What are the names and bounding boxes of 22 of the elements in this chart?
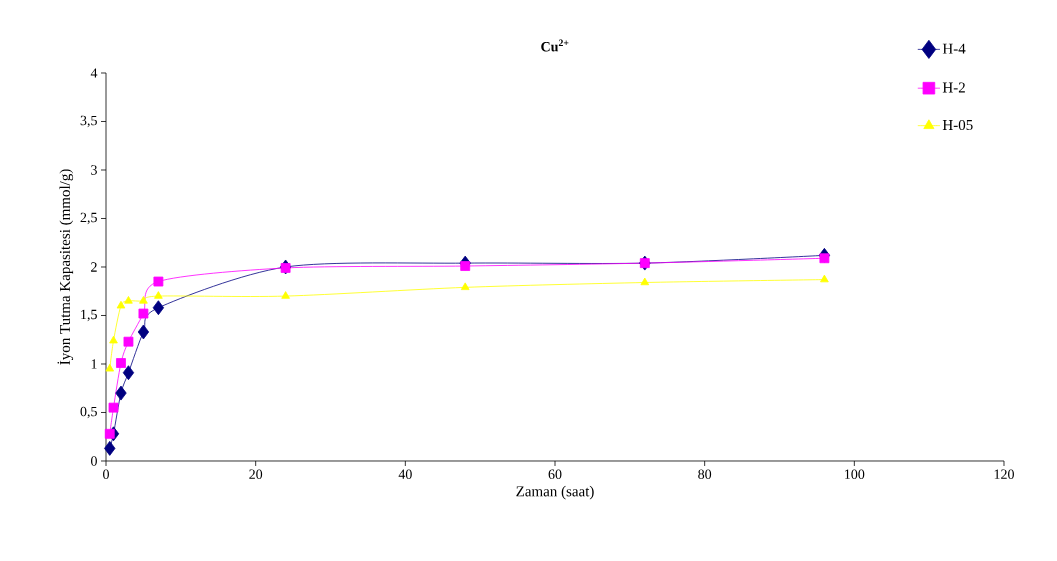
legend-label: H-2 (942, 82, 965, 93)
x-tick-label: 60 (548, 469, 562, 479)
y-tick-label: 3,5 (80, 115, 97, 128)
y-tick-label: 3 (91, 165, 97, 175)
y-tick-label: 1,5 (81, 309, 97, 322)
x-tick-label: 0 (103, 469, 109, 479)
y-tick-label: 2 (91, 262, 97, 272)
x-tick-label: 100 (845, 469, 865, 479)
chart-title: Cu$^{2+}$ (541, 39, 569, 52)
x-tick-label: 40 (398, 469, 412, 479)
x-tick-label: 80 (698, 469, 712, 479)
x-tick-label: 120 (994, 469, 1014, 479)
legend-label: H-4 (942, 43, 966, 54)
legend-label: H-05 (942, 119, 973, 131)
x-tick-label: 20 (249, 469, 263, 479)
y-tick-label: 1 (91, 359, 97, 369)
y-tick-label: 2,5 (80, 212, 97, 225)
y-tick-label: 0 (91, 456, 97, 466)
x-axis-title: Zaman (saat) (516, 485, 594, 500)
y-tick-label: 4 (90, 68, 98, 78)
y-tick-label: 0,5 (80, 406, 97, 419)
y-axis-title: İyon Tutma Kapasitesi (mmol/g) (57, 169, 74, 365)
